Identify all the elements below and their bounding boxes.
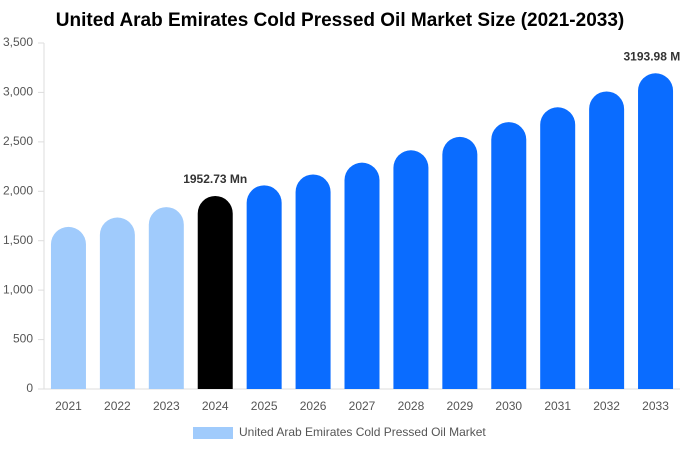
- y-tick-label: 0: [26, 381, 33, 395]
- bar: [442, 136, 478, 389]
- x-tick-label: 2027: [349, 399, 376, 413]
- x-tick-label: 2026: [300, 399, 327, 413]
- value-label: 3193.98 Mn: [624, 49, 680, 63]
- bar: [295, 174, 331, 389]
- x-tick-label: 2029: [446, 399, 473, 413]
- y-tick-label: 2,500: [3, 134, 33, 148]
- bar: [246, 185, 282, 389]
- x-tick-label: 2032: [593, 399, 620, 413]
- bar: [589, 91, 625, 389]
- bar: [50, 226, 86, 389]
- y-tick-label: 1,000: [3, 282, 33, 296]
- bar: [344, 162, 380, 389]
- x-tick-label: 2030: [495, 399, 522, 413]
- chart-title: United Arab Emirates Cold Pressed Oil Ma…: [56, 10, 624, 31]
- x-tick-label: 2031: [544, 399, 571, 413]
- y-tick-label: 500: [13, 332, 33, 346]
- value-label: 1952.73 Mn: [183, 172, 247, 186]
- x-tick-label: 2021: [55, 399, 82, 413]
- y-tick-label: 1,500: [3, 233, 33, 247]
- bar: [540, 107, 576, 389]
- x-tick-label: 2028: [398, 399, 425, 413]
- bar: [491, 122, 527, 389]
- bar: [638, 73, 674, 390]
- bar: [393, 150, 429, 389]
- bar: [99, 217, 135, 389]
- y-tick-label: 3,500: [3, 35, 33, 49]
- x-tick-label: 2024: [202, 399, 229, 413]
- bar: [148, 207, 184, 389]
- x-tick-label: 2022: [104, 399, 131, 413]
- legend-swatch: [193, 427, 233, 439]
- legend-label: United Arab Emirates Cold Pressed Oil Ma…: [239, 425, 486, 439]
- y-tick-label: 3,000: [3, 85, 33, 99]
- x-tick-label: 2025: [251, 399, 278, 413]
- bar: [197, 195, 233, 389]
- y-tick-label: 2,000: [3, 183, 33, 197]
- x-tick-label: 2033: [642, 399, 669, 413]
- x-tick-label: 2023: [153, 399, 180, 413]
